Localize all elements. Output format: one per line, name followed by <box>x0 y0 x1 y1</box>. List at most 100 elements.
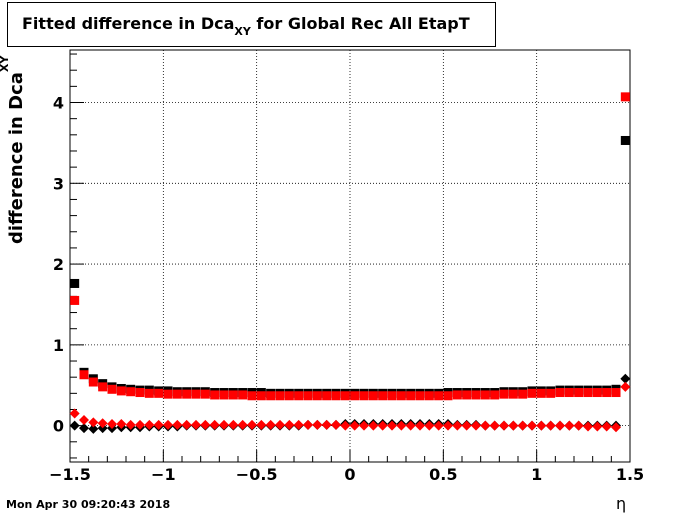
x-tick-label: 0.5 <box>429 465 457 484</box>
title-subscript: XY <box>234 25 251 38</box>
data-point <box>79 414 89 425</box>
x-tick-label: 0 <box>344 465 355 484</box>
data-point <box>200 389 210 399</box>
data-point <box>434 391 444 401</box>
data-point <box>303 419 313 430</box>
data-point <box>424 391 434 401</box>
data-point <box>116 419 127 430</box>
data-point <box>144 388 154 398</box>
data-point <box>219 390 229 400</box>
data-point <box>573 420 584 431</box>
data-point <box>452 420 463 431</box>
data-point <box>499 389 509 399</box>
data-point <box>508 420 519 431</box>
data-point <box>611 422 621 433</box>
data-point <box>256 391 266 401</box>
data-point <box>237 419 248 430</box>
data-point <box>340 420 351 431</box>
data-point <box>377 420 388 431</box>
data-point <box>592 421 603 432</box>
data-point <box>406 391 416 401</box>
data-point <box>517 420 528 431</box>
data-point <box>312 391 322 401</box>
data-point <box>480 390 490 400</box>
data-point <box>387 420 397 431</box>
data-point <box>303 391 313 401</box>
x-tick-label: −1 <box>151 465 176 484</box>
title-main: Fitted difference in Dca <box>22 14 235 33</box>
data-point <box>284 391 294 401</box>
data-point <box>238 390 248 400</box>
data-point <box>480 420 491 431</box>
data-point <box>79 423 89 434</box>
data-point <box>163 389 173 399</box>
data-point <box>368 420 379 431</box>
data-point <box>489 420 500 431</box>
data-point <box>154 388 164 398</box>
data-point <box>294 391 304 401</box>
data-point <box>415 420 425 431</box>
x-tick-label: −0.5 <box>236 465 278 484</box>
x-tick-label: 1.5 <box>616 465 644 484</box>
data-point <box>125 419 136 430</box>
data-point <box>583 388 593 398</box>
data-point <box>620 381 631 392</box>
data-point <box>518 389 528 399</box>
data-point <box>265 419 276 430</box>
data-point <box>228 390 238 400</box>
data-point <box>611 388 621 398</box>
data-point <box>527 420 537 431</box>
data-point <box>405 420 416 431</box>
y-tick-label: 4 <box>53 94 64 113</box>
title-box: Fitted difference in DcaXY for Global Re… <box>7 2 496 47</box>
data-point <box>88 377 98 387</box>
data-point <box>172 419 183 430</box>
data-point <box>107 384 117 394</box>
data-point <box>601 421 612 432</box>
data-point <box>144 419 155 430</box>
data-point <box>620 135 630 145</box>
data-point <box>70 278 80 288</box>
data-point <box>266 391 276 401</box>
data-point <box>200 419 211 430</box>
data-point <box>116 386 126 396</box>
data-point <box>331 419 341 430</box>
data-point <box>247 391 257 401</box>
data-point <box>574 388 584 398</box>
data-point <box>555 420 565 431</box>
data-point <box>490 390 500 400</box>
data-point <box>499 420 509 431</box>
title-suffix: for Global Rec All EtapT <box>250 14 470 33</box>
data-point <box>163 419 173 430</box>
data-point <box>350 391 360 401</box>
y-tick-label: 2 <box>53 255 64 274</box>
chart-title: Fitted difference in DcaXY for Global Re… <box>22 14 470 38</box>
data-point <box>293 419 304 430</box>
x-axis-label: η <box>616 494 627 513</box>
data-point <box>546 388 556 398</box>
x-tick-label: −1.5 <box>49 465 91 484</box>
data-point <box>396 391 406 401</box>
data-point <box>247 419 257 430</box>
data-point <box>461 420 472 431</box>
datestamp: Mon Apr 30 09:20:43 2018 <box>6 498 171 511</box>
data-point <box>443 420 453 431</box>
data-point <box>396 420 407 431</box>
data-point <box>126 387 136 397</box>
data-point <box>564 420 575 431</box>
data-point <box>368 391 378 401</box>
data-point <box>433 420 444 431</box>
data-point <box>592 388 602 398</box>
data-point <box>340 391 350 401</box>
data-point <box>322 391 332 401</box>
data-point <box>536 420 547 431</box>
data-point <box>508 389 518 399</box>
data-point <box>471 390 481 400</box>
data-point <box>98 382 108 392</box>
data-point <box>359 391 369 401</box>
data-point <box>153 419 164 430</box>
data-point <box>88 423 99 434</box>
y-tick-label: 0 <box>53 417 64 436</box>
